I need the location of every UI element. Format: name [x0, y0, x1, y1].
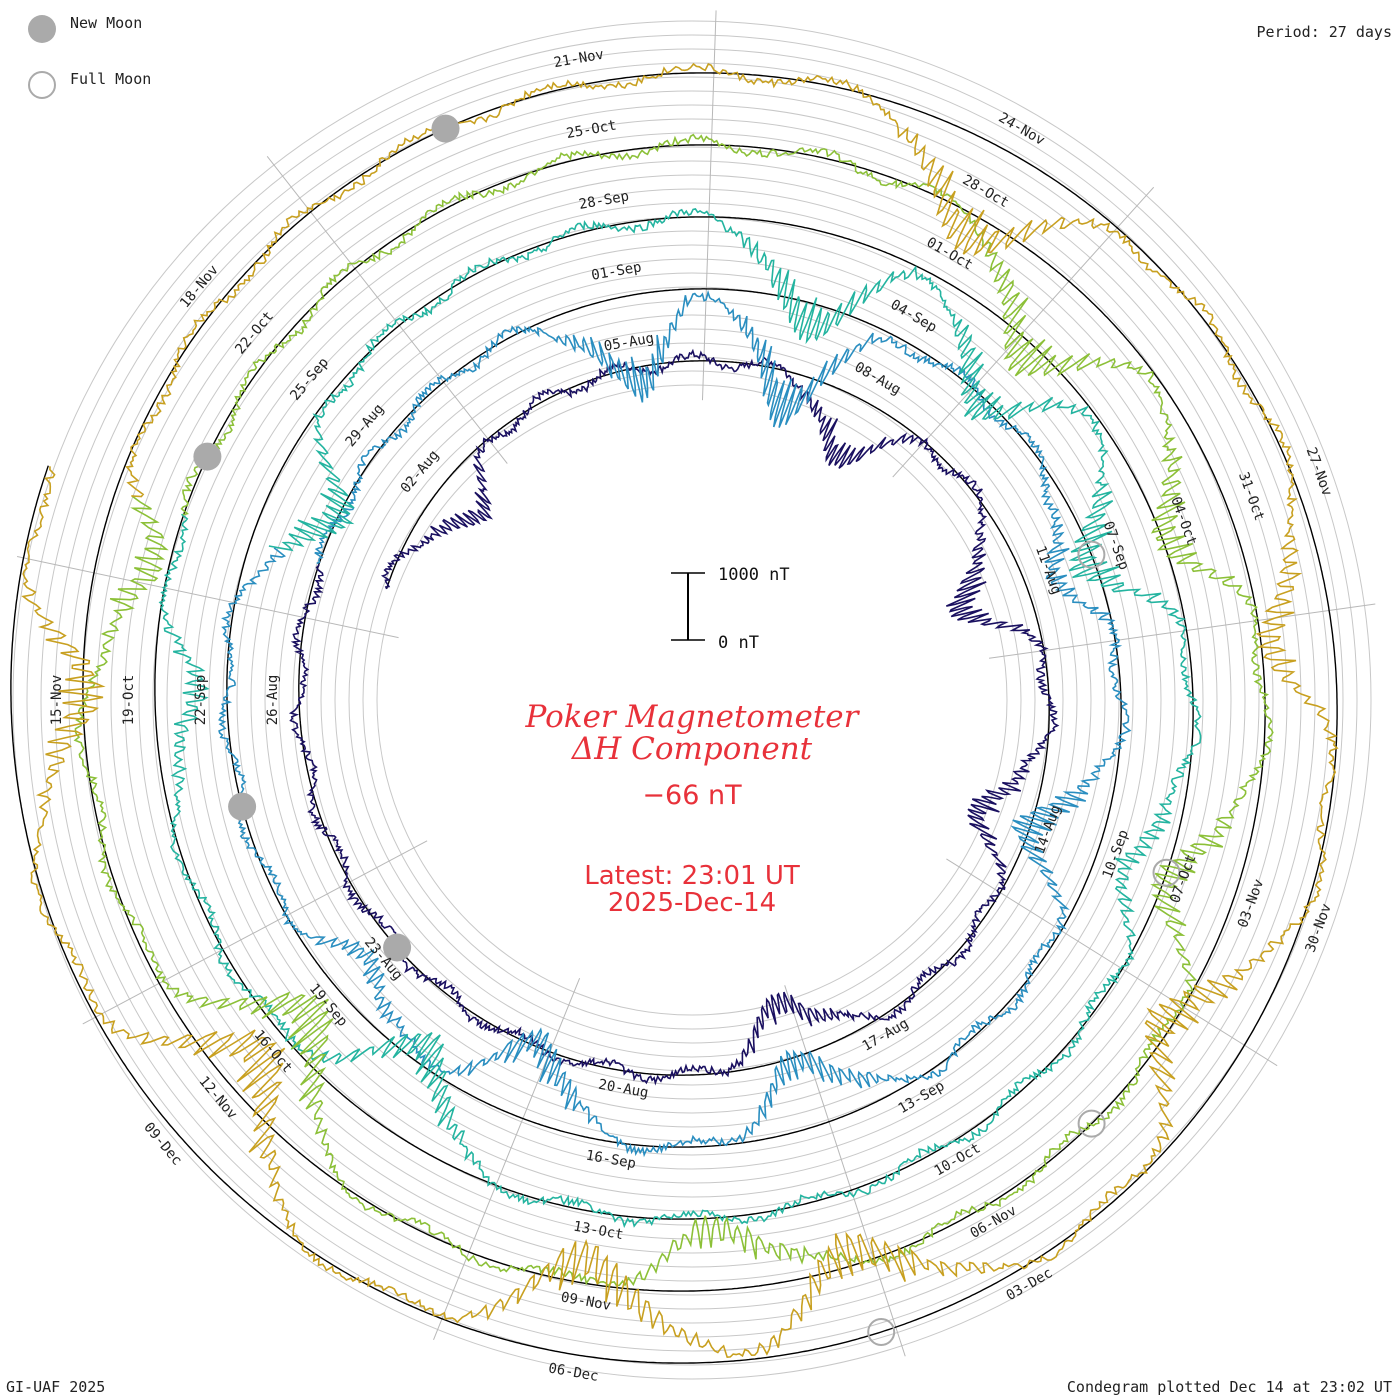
date-label: 22-Sep	[193, 675, 209, 726]
full-moon-legend-label: Full Moon	[70, 70, 152, 88]
grid-ring	[236, 244, 1148, 1156]
grid-layer	[12, 10, 1376, 1380]
date-label: 04-Oct	[1167, 495, 1199, 548]
grid-ring	[278, 286, 1106, 1114]
scale-top-label: 1000 nT	[718, 565, 790, 585]
grid-spoke	[82, 840, 428, 1025]
date-label: 22-Oct	[232, 308, 277, 357]
date-label: 03-Dec	[1004, 1265, 1056, 1304]
date-label: 07-Sep	[1100, 519, 1132, 572]
new-moon-marker	[228, 792, 257, 821]
date-label: 14-Aug	[1032, 803, 1064, 856]
new-moon-marker	[383, 933, 412, 962]
grid-spoke	[433, 977, 581, 1340]
full-moon-marker	[1077, 540, 1106, 569]
grid-ring	[124, 132, 1260, 1268]
date-label: 16-Sep	[585, 1148, 638, 1173]
date-label: 21-Nov	[553, 47, 606, 72]
series-line-2	[218, 289, 1132, 1158]
full-moon-marker	[1152, 858, 1181, 887]
grid-ring	[362, 370, 1022, 1030]
date-label: 13-Sep	[896, 1078, 948, 1117]
current-value: −66 nT	[642, 780, 742, 811]
grid-ring	[166, 174, 1218, 1226]
date-label: 13-Oct	[572, 1219, 625, 1244]
grid-spoke	[701, 10, 717, 401]
grid-ring	[68, 76, 1316, 1324]
date-label: 05-Aug	[603, 330, 656, 355]
grid-ring	[12, 20, 1372, 1380]
grid-ring	[40, 48, 1344, 1352]
date-label: 10-Oct	[932, 1140, 984, 1179]
date-label: 19-Oct	[121, 675, 137, 726]
date-label: 31-Oct	[1235, 470, 1267, 523]
grid-spoke	[946, 858, 1278, 1067]
date-label: 28-Sep	[578, 188, 631, 213]
latest-date: 2025-Dec-14	[608, 888, 776, 918]
grid-spoke	[266, 155, 508, 464]
date-label: 25-Oct	[565, 117, 618, 142]
date-label: 03-Nov	[1235, 877, 1267, 930]
new-moon-marker	[431, 114, 460, 143]
new-moon-marker	[193, 442, 222, 471]
date-label: 12-Nov	[195, 1073, 240, 1122]
grid-spoke	[784, 985, 906, 1357]
grid-ring	[26, 34, 1358, 1366]
grid-ring	[306, 314, 1078, 1086]
chart-title: Poker Magnetometer	[525, 699, 861, 735]
grid-ring	[138, 146, 1246, 1254]
new-moon-legend-icon	[28, 15, 56, 43]
full-moon-marker	[867, 1318, 896, 1346]
series-line-5	[21, 62, 1339, 1359]
series-line-3	[158, 208, 1202, 1229]
grid-ring	[348, 356, 1036, 1044]
grid-spoke	[989, 603, 1376, 659]
grid-ring	[376, 384, 1008, 1016]
date-label: 08-Aug	[852, 359, 904, 398]
credit-label: GI-UAF 2025	[6, 1378, 106, 1396]
chart-subtitle: ΔH Component	[571, 731, 813, 767]
scale-bar: 1000 nT 0 nT	[671, 565, 790, 653]
grid-ring	[320, 328, 1064, 1072]
grid-ring	[54, 62, 1330, 1338]
grid-ring	[222, 230, 1162, 1170]
grid-spoke	[16, 556, 399, 639]
series-line-4	[73, 133, 1274, 1287]
date-label: 11-Aug	[1032, 544, 1064, 597]
date-label: 27-Nov	[1303, 445, 1335, 498]
date-label: 01-Oct	[924, 234, 976, 273]
grid-ring	[180, 188, 1204, 1212]
scale-bottom-label: 0 nT	[718, 633, 759, 653]
date-label: 29-Aug	[343, 401, 388, 450]
latest-time: Latest: 23:01 UT	[584, 861, 800, 891]
baseline-2	[226, 288, 1122, 1148]
grid-ring	[292, 300, 1092, 1100]
grid-ring	[110, 118, 1274, 1282]
moon-layer	[193, 114, 1181, 1346]
full-moon-legend-icon	[28, 71, 56, 99]
period-label: Period: 27 days	[1256, 23, 1392, 41]
date-label: 06-Dec	[547, 1360, 600, 1385]
date-label: 15-Nov	[49, 675, 65, 726]
new-moon-legend-label: New Moon	[70, 14, 143, 32]
grid-ring	[96, 104, 1288, 1296]
grid-ring	[194, 202, 1190, 1198]
full-moon-marker	[1077, 1109, 1106, 1138]
date-label: 24-Nov	[996, 110, 1048, 149]
plotted-label: Condegram plotted Dec 14 at 23:02 UT	[1066, 1378, 1392, 1396]
date-label: 26-Aug	[265, 675, 281, 726]
date-label: 28-Oct	[960, 172, 1012, 211]
